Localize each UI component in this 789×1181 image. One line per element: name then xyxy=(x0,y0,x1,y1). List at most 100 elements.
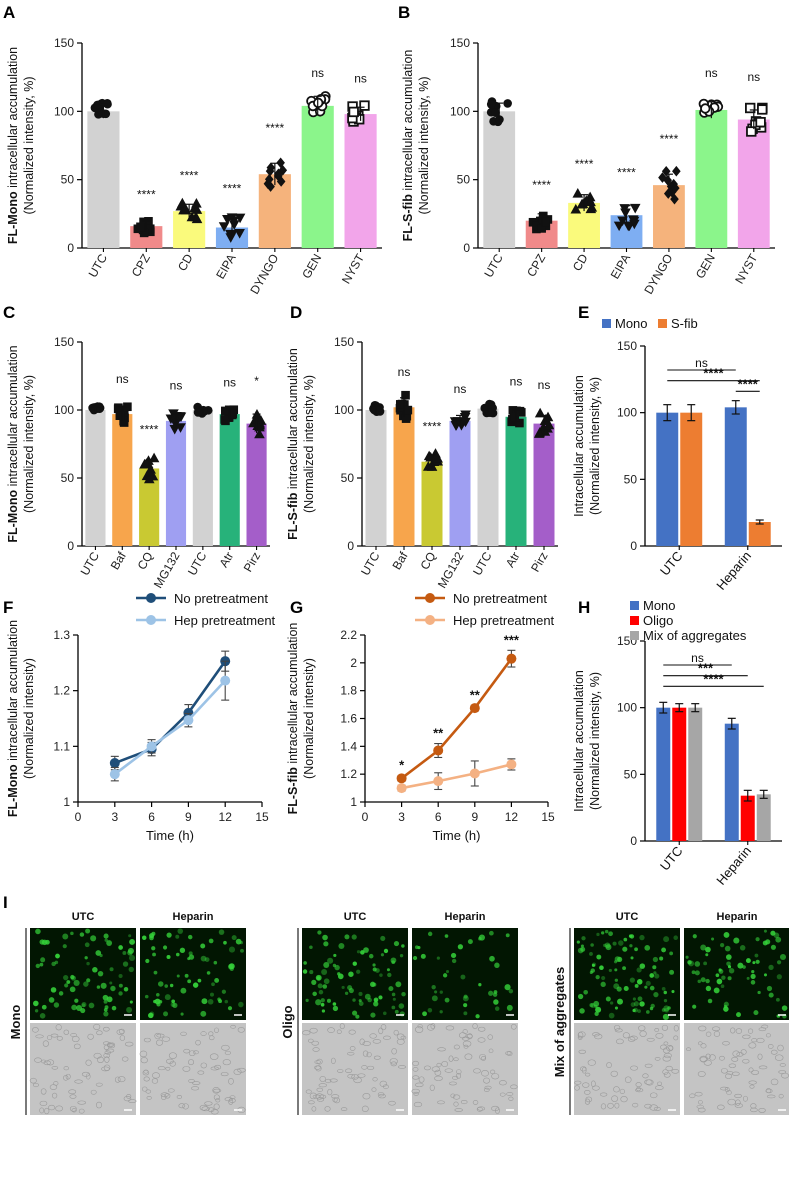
data-point xyxy=(510,413,520,422)
cell xyxy=(622,966,627,971)
x-tick-label: 9 xyxy=(471,810,478,824)
cell xyxy=(776,974,782,980)
y-tick-label: 0 xyxy=(67,241,74,255)
x-tick-label: Heparin xyxy=(713,548,754,593)
data-point xyxy=(746,126,757,137)
image-header: Heparin xyxy=(717,911,758,923)
cell xyxy=(66,980,71,984)
cell-outline xyxy=(165,1058,174,1064)
cell-outline xyxy=(724,1087,730,1093)
data-point xyxy=(617,216,628,227)
y-tick-label: 100 xyxy=(54,403,74,417)
cell-outline xyxy=(491,1105,500,1112)
cell-outline xyxy=(48,1104,56,1111)
cell-outline xyxy=(378,1027,384,1035)
significance-label: ns xyxy=(170,379,183,393)
cell xyxy=(84,956,88,960)
data-point xyxy=(103,99,112,109)
cell-outline xyxy=(663,1041,669,1046)
cell xyxy=(478,934,486,941)
x-tick-label: CPZ xyxy=(524,252,548,280)
cell xyxy=(757,990,761,995)
y-tick-label: 50 xyxy=(624,767,638,781)
cell-outline xyxy=(697,1071,706,1077)
cell xyxy=(444,934,449,938)
cell-outline xyxy=(699,1056,708,1063)
bar-oligo xyxy=(672,707,687,841)
cell-outline xyxy=(369,1033,377,1039)
x-tick-label: NYST xyxy=(339,251,367,286)
cell-outline xyxy=(663,1072,671,1078)
cell xyxy=(692,934,697,939)
y-axis-label-2: (Normalized intensity, %) xyxy=(22,76,36,214)
x-tick-label: 0 xyxy=(75,810,82,824)
cell xyxy=(583,989,588,995)
data-point xyxy=(191,213,203,224)
cell-outline xyxy=(767,1044,774,1049)
y-tick-label: 150 xyxy=(617,339,637,353)
cell-outline xyxy=(78,1108,85,1114)
significance-label: **** xyxy=(180,169,199,183)
cell-outline xyxy=(40,1088,47,1095)
cell xyxy=(96,985,101,989)
cell xyxy=(721,975,726,980)
cell xyxy=(348,971,354,977)
cell-outline xyxy=(703,1059,712,1066)
cell-outline xyxy=(728,1063,737,1068)
cell-outline xyxy=(339,1023,345,1030)
cell xyxy=(154,998,161,1005)
cell xyxy=(442,973,448,978)
y-axis-label-bold: FL-Mono xyxy=(6,191,20,244)
panel-letter-g: G xyxy=(290,598,303,617)
data-point xyxy=(572,188,584,198)
cell xyxy=(736,1012,741,1018)
cell xyxy=(662,1013,669,1021)
x-tick-label: UTC xyxy=(78,549,103,578)
cell-outline xyxy=(309,1092,317,1100)
cell xyxy=(639,963,646,969)
cell-outline xyxy=(511,1023,517,1030)
cell-outline xyxy=(624,1076,632,1084)
cell-outline xyxy=(778,1070,787,1074)
y-tick-label: 50 xyxy=(61,471,75,485)
bar-baf xyxy=(112,414,133,546)
cell xyxy=(333,953,337,958)
cell-outline xyxy=(720,1068,728,1074)
cell-outline xyxy=(366,1065,375,1070)
cell-outline xyxy=(156,1033,165,1038)
cell xyxy=(436,956,440,960)
x-tick-label: CD xyxy=(175,251,196,273)
cell-outline xyxy=(444,1068,454,1073)
cell xyxy=(711,937,715,941)
cell-outline xyxy=(585,1096,593,1103)
data-point xyxy=(533,428,545,438)
cell xyxy=(323,961,330,968)
data-point xyxy=(228,409,238,419)
data-point xyxy=(123,402,132,412)
data-point xyxy=(586,202,598,212)
cell-outline xyxy=(51,1092,58,1099)
cell-outline xyxy=(309,1027,318,1034)
cell-outline xyxy=(319,1075,326,1082)
cell xyxy=(228,946,236,953)
cell-outline xyxy=(44,1107,50,1115)
y-axis-label-2: (Normalized intensity, %) xyxy=(588,672,602,810)
data-point xyxy=(136,222,145,232)
cell-outline xyxy=(143,1069,149,1074)
cell xyxy=(580,946,586,952)
significance-label: ns xyxy=(223,375,236,389)
cell-outline xyxy=(93,1023,101,1030)
data-point xyxy=(395,400,405,409)
cell xyxy=(614,956,621,962)
legend-marker xyxy=(146,615,156,625)
cell-outline xyxy=(694,1091,703,1097)
cell xyxy=(62,944,67,949)
cell xyxy=(728,968,735,974)
cell-outline xyxy=(314,1060,321,1064)
cell-outline xyxy=(233,1068,242,1075)
data-point xyxy=(266,162,276,173)
data-point xyxy=(619,204,630,214)
cell-outline xyxy=(191,1086,200,1091)
cell-outline xyxy=(412,1060,419,1066)
cell xyxy=(355,1014,360,1019)
